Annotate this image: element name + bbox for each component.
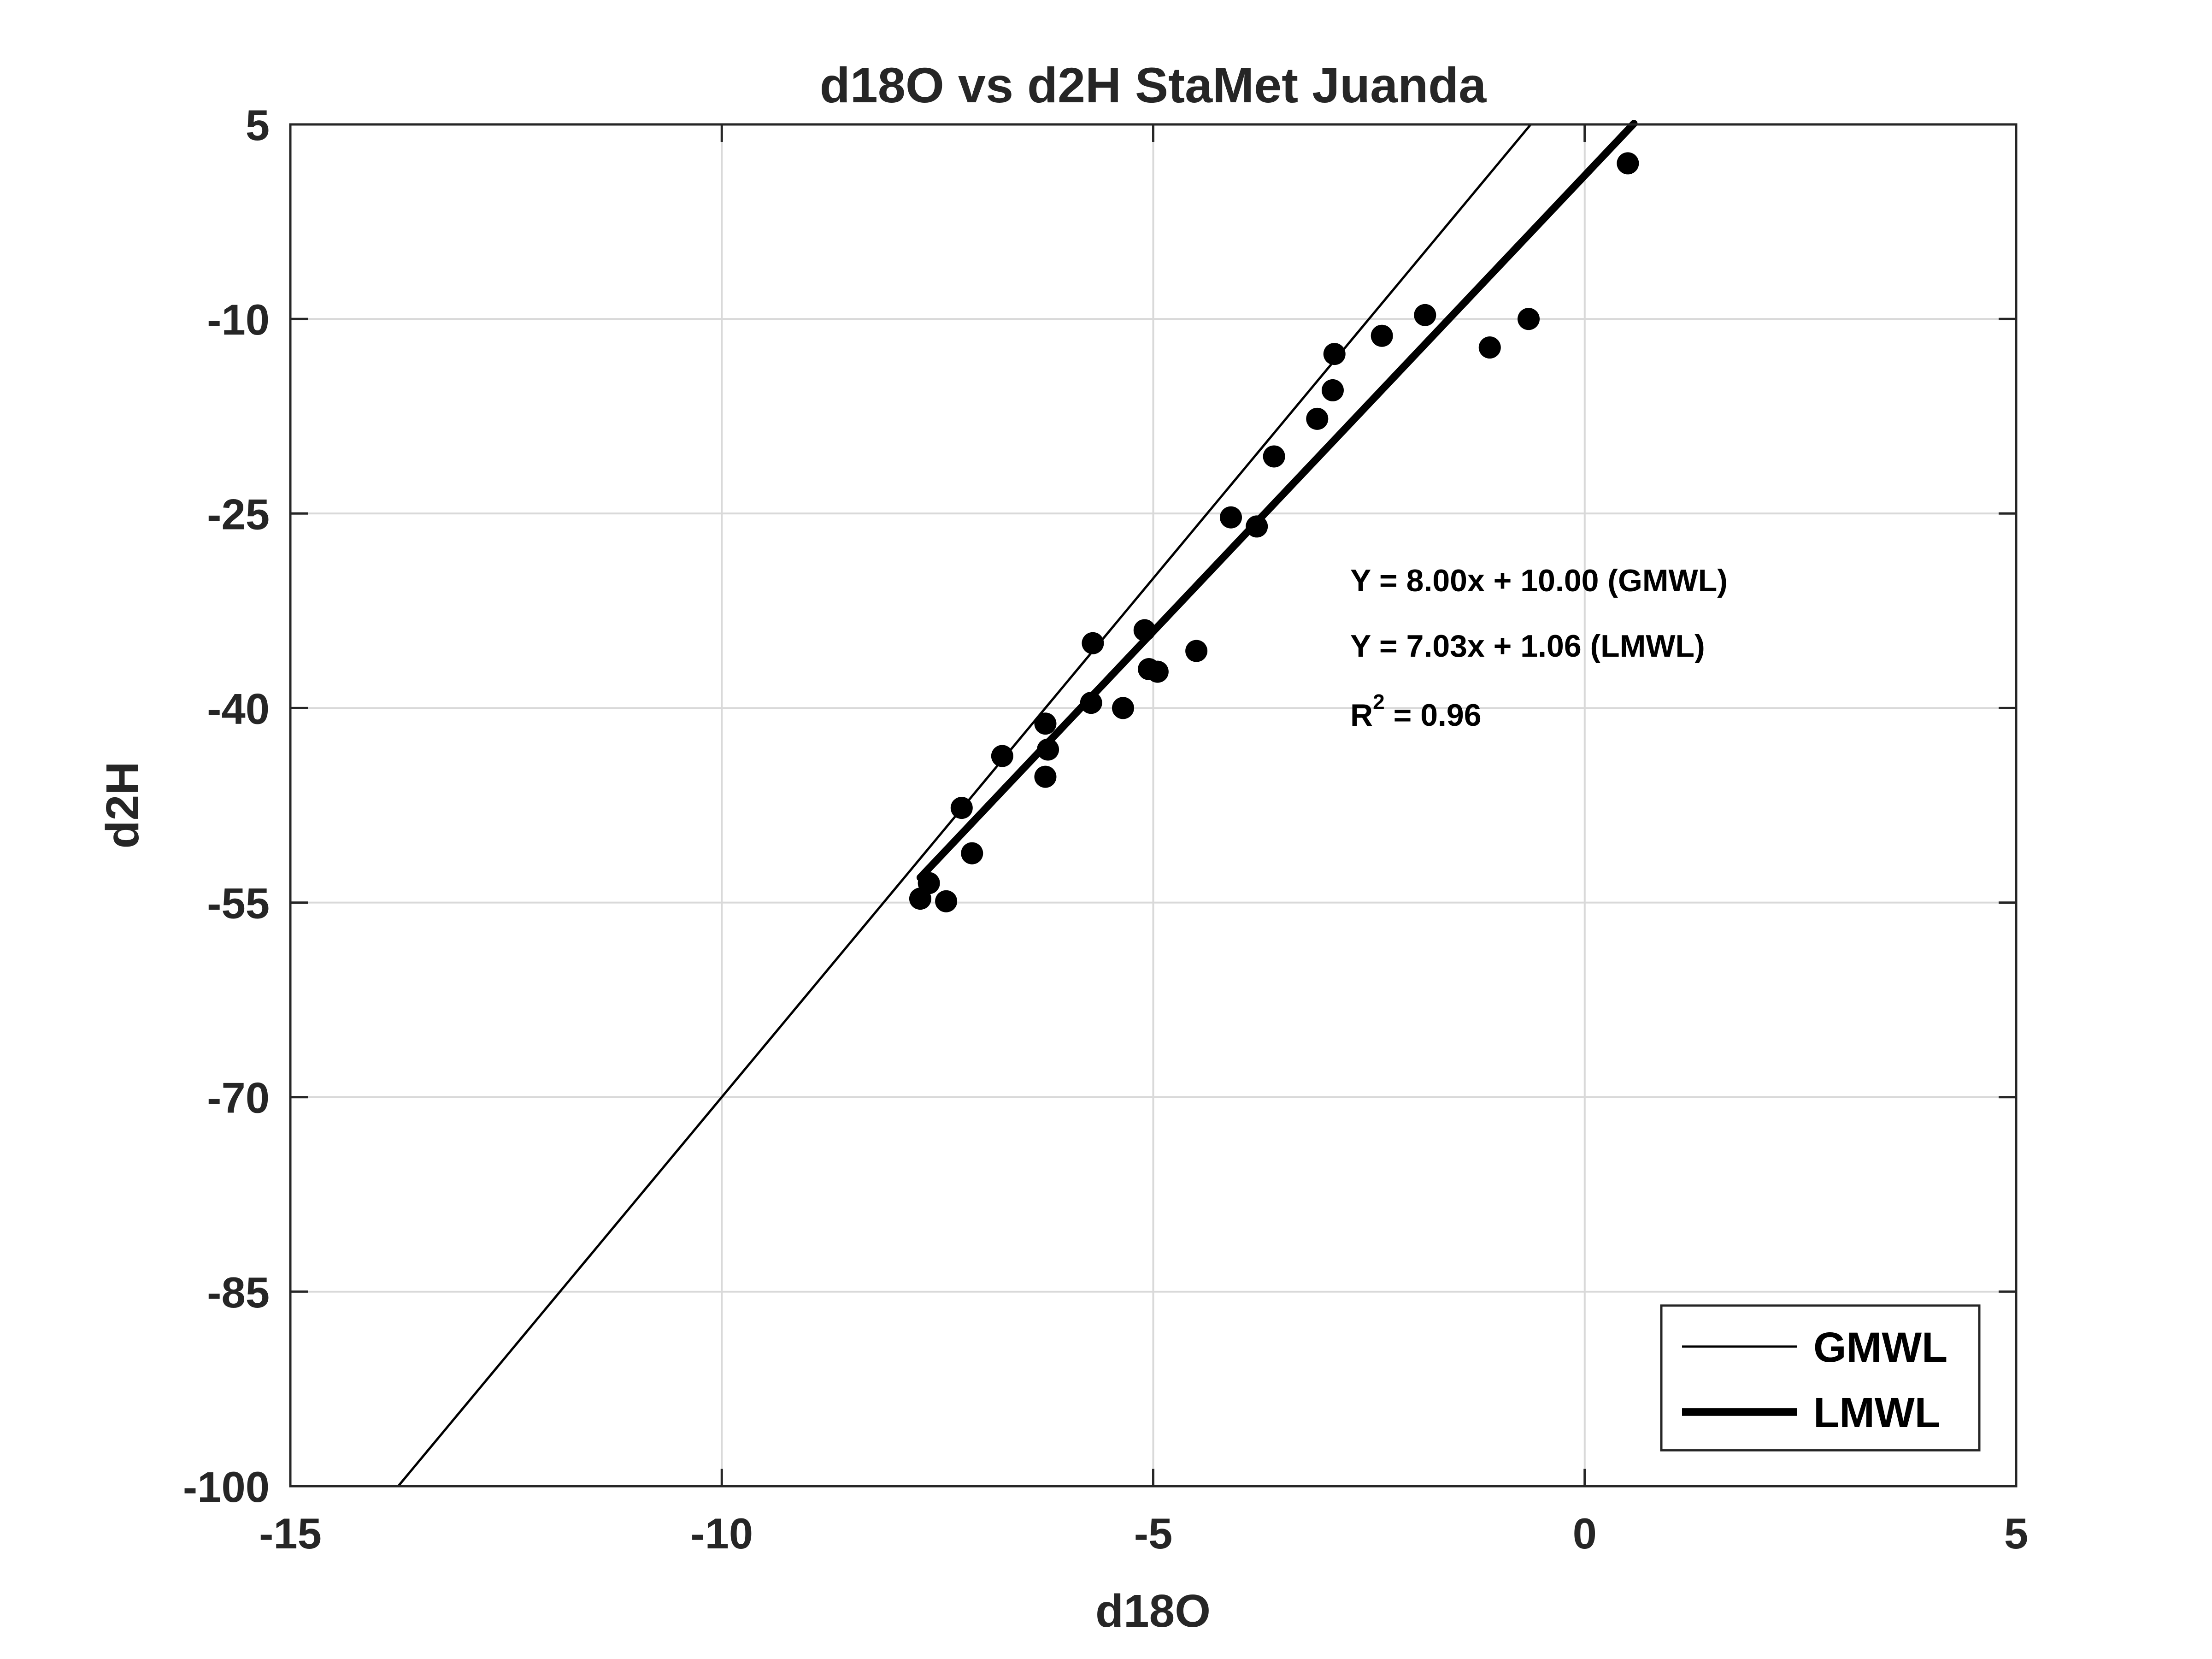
data-point [909,888,931,910]
grid [290,124,2016,1486]
data-point [1034,712,1057,735]
legend-box [1660,1304,1981,1452]
data-point [1414,304,1436,326]
y-tick-label: 5 [246,101,270,149]
x-tick-label: 0 [1573,1509,1597,1558]
data-point [935,890,958,912]
gmwl-equation: Y = 8.00x + 10.00 (GMWL) [1350,563,1728,598]
r-squared-superscript: 2 [1373,690,1385,714]
data-point [1112,697,1134,719]
legend-gmwl-label: GMWL [1813,1324,1947,1371]
r-squared-value: = 0.96 [1385,698,1482,733]
x-tick-label: 5 [2004,1509,2028,1558]
x-tick-label: -5 [1134,1509,1173,1558]
r-squared: R2 = 0.96 [1350,690,1482,733]
equation-annotations: Y = 8.00x + 10.00 (GMWL) Y = 7.03x + 1.0… [1350,563,1728,733]
r-squared-prefix: R [1350,698,1373,733]
data-point [1082,632,1104,654]
data-point [1617,152,1639,175]
y-tick-label: -70 [207,1074,270,1122]
axis-ticks: -15 -10 -5 0 5 5 -10 -25 -40 -55 -70 -85 -100 [183,101,2028,1558]
data-point [991,745,1013,767]
y-tick-label: -55 [207,879,270,928]
y-tick-label: -40 [207,684,270,733]
data-point [1246,515,1268,538]
data-point [1306,407,1329,430]
data-point [1478,336,1501,359]
x-axis-label: d18O [1095,1585,1211,1637]
data-point [1220,506,1242,529]
data-point [1034,765,1057,788]
data-point [950,797,973,819]
x-tick-label: -15 [259,1509,322,1558]
legend-lmwl-label: LMWL [1813,1389,1941,1436]
data-point [1080,692,1102,714]
x-tick-label: -10 [690,1509,753,1558]
data-point [1371,324,1393,347]
chart-title: d18O vs d2H StaMet Juanda [820,57,1487,113]
y-axis-label: d2H [97,762,148,849]
data-point [1518,308,1540,330]
y-tick-label: -25 [207,490,270,538]
y-tick-label: -85 [207,1268,270,1317]
data-points [909,152,1639,912]
lmwl-equation: Y = 7.03x + 1.06 (LMWL) [1350,629,1705,664]
data-point [961,842,983,865]
data-point [1321,379,1344,401]
data-point [1185,640,1208,662]
data-point [1323,343,1346,365]
y-tick-label: -100 [183,1463,270,1511]
data-point [1037,738,1059,761]
data-point [1138,658,1160,680]
data-point [1263,445,1285,468]
legend: GMWL LMWL [1660,1304,1981,1452]
y-tick-label: -10 [207,295,270,344]
data-point [1133,619,1156,641]
